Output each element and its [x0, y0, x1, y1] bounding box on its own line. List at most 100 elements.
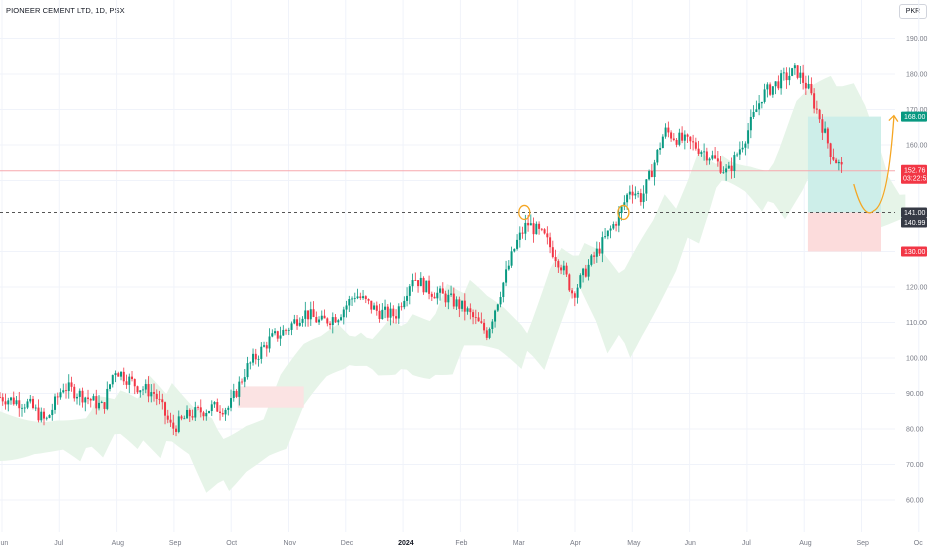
- candle-down: [639, 193, 642, 203]
- currency-button[interactable]: PKR: [899, 4, 927, 19]
- candle-down: [1, 397, 4, 402]
- candle-up: [337, 320, 340, 323]
- candle-up: [406, 295, 409, 301]
- x-tick-label: May: [627, 540, 641, 547]
- candle-up: [513, 248, 516, 252]
- candle-up: [213, 402, 216, 405]
- candle-down: [285, 329, 288, 331]
- candle-up: [837, 161, 840, 164]
- last-price-tag-bg: [901, 164, 927, 184]
- candle-down: [469, 308, 472, 313]
- candle-down: [714, 155, 717, 159]
- candle-down: [199, 407, 202, 413]
- candle-down: [395, 316, 398, 319]
- entry-alt-tag-bg: [901, 217, 927, 228]
- candle-down: [430, 293, 433, 297]
- candle-up: [150, 392, 153, 397]
- candle-up: [23, 407, 26, 409]
- candle-down: [4, 401, 7, 405]
- candle-down: [414, 280, 417, 281]
- candle-up: [582, 268, 585, 276]
- annotations: [518, 114, 899, 221]
- candle-down: [615, 224, 618, 226]
- y-tick-label: 180.00: [906, 72, 928, 79]
- candle-up: [274, 331, 277, 334]
- candle-up: [661, 136, 664, 148]
- position-zones: [807, 116, 881, 252]
- candle-up: [320, 315, 323, 320]
- candle-down: [818, 109, 821, 120]
- cloud-band-green: [0, 75, 906, 493]
- candle-up: [45, 417, 48, 419]
- candle-up: [62, 390, 65, 393]
- candle-up: [109, 384, 112, 389]
- candle-down: [191, 416, 194, 418]
- candle-up: [309, 309, 312, 320]
- candle-down: [422, 277, 425, 293]
- candle-down: [370, 300, 373, 310]
- candle-up: [290, 323, 293, 330]
- candle-up: [54, 396, 57, 410]
- candle-up: [576, 287, 579, 298]
- x-tick-label: Aug: [112, 540, 125, 547]
- x-tick-label: Sep: [857, 540, 870, 547]
- cloud-band-red: [237, 386, 304, 408]
- candle-up: [529, 223, 532, 226]
- candle-down: [323, 315, 326, 319]
- candle-up: [793, 65, 796, 69]
- candle-down: [730, 165, 733, 172]
- y-tick-label: 190.00: [906, 36, 928, 43]
- candle-up: [177, 416, 180, 432]
- candle-up: [604, 236, 607, 238]
- candle-down: [70, 382, 73, 387]
- candle-down: [549, 237, 552, 248]
- candle-up: [455, 299, 458, 307]
- candle-up: [282, 329, 285, 336]
- candle-down: [202, 412, 205, 417]
- candle-up: [494, 310, 497, 322]
- candle-down: [840, 161, 843, 165]
- candle-down: [821, 119, 824, 133]
- candle-up: [373, 305, 376, 310]
- y-axis: 190.00180.00170.00160.00150.00130.00120.…: [906, 36, 928, 505]
- candle-up: [246, 363, 249, 378]
- candle-down: [18, 400, 21, 409]
- y-tick-label: 170.00: [906, 107, 928, 114]
- candle-up: [100, 402, 103, 403]
- entry-alt-tag-label: 140.99: [904, 220, 926, 227]
- candle-up: [403, 300, 406, 308]
- candle-down: [122, 371, 125, 382]
- candle-down: [73, 386, 76, 399]
- candle-up: [747, 130, 750, 144]
- candle-down: [477, 317, 480, 322]
- x-axis: Jun Jul Aug Sep Oct Nov Dec 2024 Feb Mar Apr May Jun…: [0, 540, 923, 547]
- candle-up: [499, 297, 502, 305]
- y-tick-label: 60.00: [906, 498, 924, 505]
- candle-down: [161, 399, 164, 403]
- candle-up: [502, 282, 505, 298]
- candle-down: [329, 323, 332, 326]
- candle-down: [392, 308, 395, 317]
- candle-down: [12, 397, 15, 405]
- candle-down: [125, 381, 128, 385]
- candle-up: [128, 376, 131, 385]
- target-tag-label: 168.00: [904, 114, 926, 121]
- candle-down: [551, 247, 554, 258]
- candle-up: [439, 288, 442, 293]
- candle-down: [375, 305, 378, 311]
- candle-up: [782, 72, 785, 74]
- candle-up: [304, 310, 307, 319]
- candle-up: [263, 345, 266, 347]
- candle-up: [411, 280, 414, 287]
- candle-down: [810, 83, 813, 94]
- candle-down: [826, 128, 829, 144]
- candle-down: [89, 398, 92, 401]
- candle-up: [771, 86, 774, 95]
- candle-down: [81, 390, 84, 403]
- candle-up: [40, 411, 43, 421]
- candle-down: [485, 330, 488, 338]
- candle-down: [697, 148, 700, 154]
- candle-down: [417, 280, 420, 287]
- candle-down: [681, 132, 684, 141]
